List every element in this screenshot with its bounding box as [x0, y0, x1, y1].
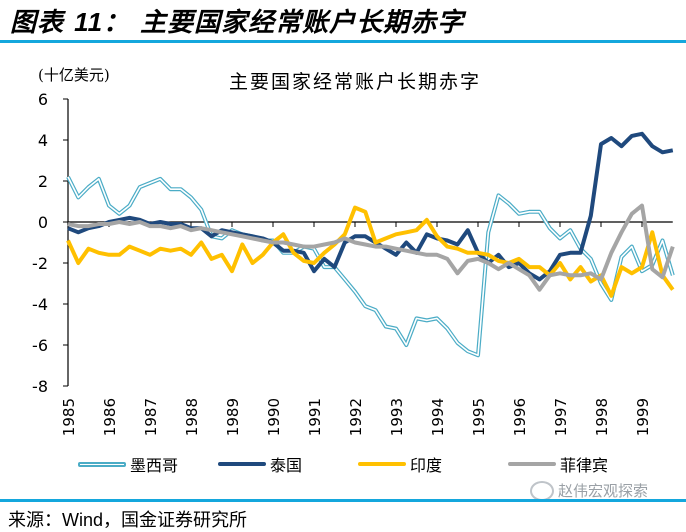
y-tick-label: -8	[32, 377, 48, 396]
legend-swatch-mexico	[78, 461, 126, 467]
legend: 墨西哥 泰国 印度 菲律宾	[0, 452, 686, 478]
x-tick-label: 1992	[347, 398, 365, 436]
figure-separator: ：	[103, 8, 131, 38]
legend-label-philippines: 菲律宾	[560, 456, 609, 475]
x-tick-label: 1998	[593, 398, 611, 436]
legend-label-mexico: 墨西哥	[130, 456, 179, 475]
wechat-icon	[530, 480, 554, 501]
y-tick-label: -2	[32, 254, 48, 273]
series-line-inner	[67, 176, 674, 357]
x-tick-label: 1986	[101, 398, 119, 436]
x-tick-label: 1997	[552, 398, 570, 436]
figure-title-text: 主要国家经常账户长期赤字	[140, 8, 465, 38]
series-line	[67, 131, 674, 282]
y-tick-label: 6	[38, 90, 48, 109]
legend-item-thailand: 泰国	[218, 452, 302, 476]
x-tick-label: 1987	[142, 398, 160, 436]
x-tick-label: 1985	[60, 398, 78, 436]
axes: 6 4 2 0 -2 -4 -6 -8 1985 1986 1987 1988 1989 1990 1991…	[32, 90, 673, 436]
source-note: 来源：Wind，国金证券研究所	[8, 506, 247, 532]
top-divider	[0, 40, 686, 43]
chart-title: 主要国家经常账户长期赤字	[229, 71, 481, 93]
source-text-en: Wind	[62, 510, 104, 530]
source-text-cn: ，国金证券研究所	[103, 510, 248, 531]
series-1	[67, 131, 674, 282]
figure-label: 图表	[10, 8, 65, 38]
series-line	[67, 203, 675, 292]
legend-label-india: 印度	[410, 456, 443, 475]
x-tick-label: 1991	[306, 398, 324, 436]
legend-label-thailand: 泰国	[270, 456, 303, 475]
y-axis-unit-label: (十亿美元)	[38, 66, 110, 84]
series-0	[66, 176, 675, 358]
y-tick-label: 0	[38, 213, 48, 232]
x-tick-label: 1995	[470, 398, 488, 436]
y-tick-label: -4	[32, 295, 48, 314]
x-tick-label: 1990	[265, 398, 283, 436]
x-tick-label: 1999	[634, 398, 652, 436]
watermark: 赵伟宏观探索	[530, 480, 648, 501]
series-3	[67, 203, 675, 292]
legend-item-philippines: 菲律宾	[508, 452, 608, 476]
x-tick-label: 1994	[429, 398, 447, 436]
line-chart: 主要国家经常账户长期赤字 (十亿美元) 6 4 2 0 -2 -4 -6 -8 1985 1986…	[32, 66, 675, 436]
figure-number: 11	[74, 7, 104, 37]
series-layer	[66, 131, 675, 358]
watermark-text: 赵伟宏观探索	[558, 482, 649, 500]
x-tick-label: 1996	[511, 398, 529, 436]
source-label: 来源：	[8, 510, 62, 531]
x-tick-label: 1989	[224, 398, 242, 436]
y-tick-label: -6	[32, 336, 48, 355]
series-line	[66, 205, 675, 298]
legend-item-india: 印度	[358, 452, 442, 476]
legend-swatch-india	[358, 462, 406, 466]
series-2	[66, 205, 675, 298]
y-tick-label: 2	[38, 172, 48, 191]
legend-item-mexico: 墨西哥	[78, 452, 178, 476]
bottom-divider	[0, 499, 686, 502]
y-tick-label: 4	[38, 131, 48, 150]
x-tick-label: 1988	[183, 398, 201, 436]
x-tick-label: 1993	[388, 398, 406, 436]
legend-swatch-philippines	[508, 462, 556, 466]
legend-swatch-thailand	[218, 462, 266, 466]
figure-title: 图表 11： 主要国家经常账户长期赤字	[10, 2, 464, 39]
